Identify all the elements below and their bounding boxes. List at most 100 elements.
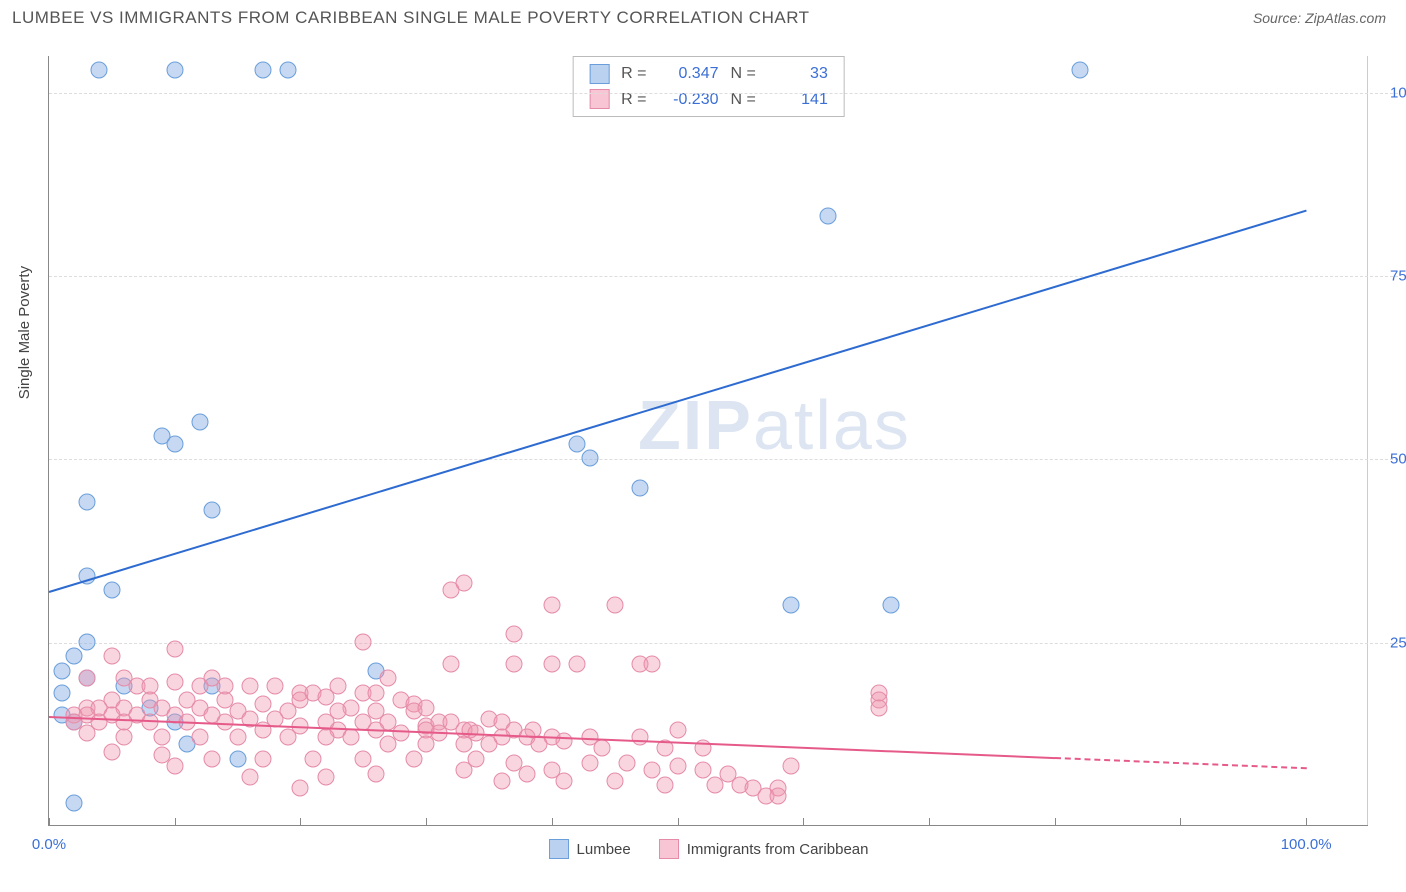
data-point — [782, 758, 799, 775]
data-point — [103, 648, 120, 665]
data-point — [870, 699, 887, 716]
x-tick — [803, 818, 804, 826]
data-point — [405, 751, 422, 768]
x-tick — [426, 818, 427, 826]
data-point — [279, 61, 296, 78]
y-tick-label: 25.0% — [1390, 634, 1406, 651]
data-point — [342, 729, 359, 746]
r-value: 0.347 — [659, 61, 719, 87]
trend-line — [1055, 757, 1306, 769]
legend-swatch — [659, 839, 679, 859]
data-point — [543, 597, 560, 614]
n-value: 141 — [768, 87, 828, 113]
data-point — [254, 696, 271, 713]
r-value: -0.230 — [659, 87, 719, 113]
x-tick — [1306, 818, 1307, 826]
data-point — [644, 762, 661, 779]
data-point — [518, 765, 535, 782]
data-point — [669, 758, 686, 775]
n-value: 33 — [768, 61, 828, 87]
data-point — [229, 751, 246, 768]
series-swatch — [589, 64, 609, 84]
x-tick-label: 0.0% — [32, 836, 66, 853]
n-label: N = — [731, 87, 756, 113]
data-point — [242, 677, 259, 694]
data-point — [91, 61, 108, 78]
data-point — [103, 743, 120, 760]
data-point — [581, 754, 598, 771]
data-point — [292, 780, 309, 797]
data-point — [66, 648, 83, 665]
data-point — [355, 633, 372, 650]
data-point — [254, 751, 271, 768]
data-point — [53, 663, 70, 680]
data-point — [644, 655, 661, 672]
data-point — [481, 736, 498, 753]
plot-right-border — [1367, 56, 1368, 825]
x-tick-label: 100.0% — [1281, 836, 1332, 853]
data-point — [606, 597, 623, 614]
data-point — [493, 773, 510, 790]
stats-row: R =0.347N =33 — [589, 61, 828, 87]
watermark: ZIPatlas — [638, 385, 911, 465]
legend-item: Lumbee — [549, 839, 631, 859]
gridline-h — [49, 276, 1398, 277]
x-tick — [552, 818, 553, 826]
data-point — [78, 633, 95, 650]
data-point — [53, 685, 70, 702]
x-tick — [929, 818, 930, 826]
data-point — [1071, 61, 1088, 78]
series-legend: Lumbee Immigrants from Caribbean — [549, 839, 869, 859]
r-label: R = — [621, 61, 646, 87]
data-point — [367, 765, 384, 782]
data-point — [78, 494, 95, 511]
data-point — [657, 776, 674, 793]
data-point — [619, 754, 636, 771]
data-point — [166, 641, 183, 658]
plot-area: ZIPatlas R =0.347N =33R =-0.230N =141 Lu… — [48, 56, 1368, 826]
data-point — [305, 751, 322, 768]
correlation-stats-box: R = 0.347 N = 33R = -0.230 N = 141 — [572, 56, 845, 117]
data-point — [443, 582, 460, 599]
data-point — [166, 758, 183, 775]
data-point — [229, 729, 246, 746]
legend-item: Immigrants from Caribbean — [659, 839, 869, 859]
data-point — [367, 685, 384, 702]
data-point — [556, 732, 573, 749]
data-point — [606, 773, 623, 790]
data-point — [418, 699, 435, 716]
data-point — [267, 677, 284, 694]
data-point — [556, 773, 573, 790]
data-point — [279, 729, 296, 746]
stats-row: R = -0.230 N = 141 — [589, 87, 828, 113]
data-point — [820, 208, 837, 225]
data-point — [455, 762, 472, 779]
x-tick — [678, 818, 679, 826]
source-attribution: Source: ZipAtlas.com — [1253, 10, 1386, 26]
data-point — [455, 736, 472, 753]
x-tick — [175, 818, 176, 826]
data-point — [631, 729, 648, 746]
data-point — [78, 725, 95, 742]
gridline-h — [49, 93, 1398, 94]
x-tick — [49, 818, 50, 826]
r-label: R = — [621, 87, 646, 113]
data-point — [317, 769, 334, 786]
data-point — [191, 413, 208, 430]
data-point — [330, 677, 347, 694]
data-point — [569, 435, 586, 452]
y-axis-label: Single Male Poverty — [16, 266, 33, 399]
x-tick — [1180, 818, 1181, 826]
data-point — [254, 61, 271, 78]
data-point — [443, 655, 460, 672]
gridline-h — [49, 643, 1398, 644]
x-tick — [300, 818, 301, 826]
data-point — [191, 729, 208, 746]
data-point — [66, 795, 83, 812]
data-point — [380, 670, 397, 687]
data-point — [782, 597, 799, 614]
legend-label: Immigrants from Caribbean — [687, 841, 869, 858]
data-point — [355, 751, 372, 768]
data-point — [770, 787, 787, 804]
y-tick-label: 75.0% — [1390, 268, 1406, 285]
